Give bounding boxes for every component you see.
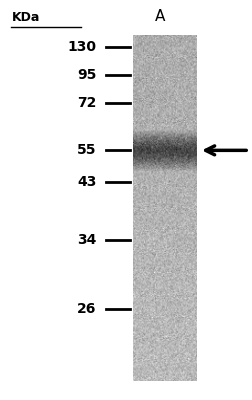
Text: 130: 130 — [67, 40, 96, 54]
Text: KDa: KDa — [11, 11, 40, 24]
Text: 26: 26 — [77, 302, 96, 316]
Text: 55: 55 — [77, 143, 96, 157]
Text: A: A — [154, 9, 165, 24]
Text: 72: 72 — [77, 96, 96, 110]
Text: 34: 34 — [77, 233, 96, 247]
Text: 43: 43 — [77, 175, 96, 189]
Text: 95: 95 — [77, 68, 96, 82]
